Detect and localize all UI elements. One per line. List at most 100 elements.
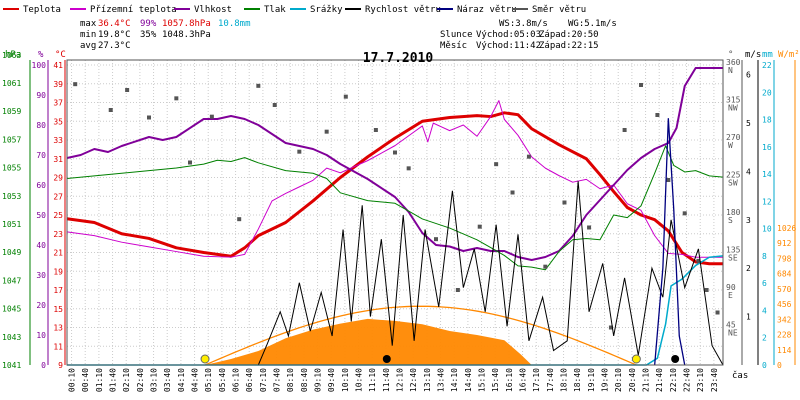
wind-direction-point bbox=[108, 108, 113, 112]
y-tick-wm2: 228 bbox=[777, 331, 792, 340]
series-teplota bbox=[66, 111, 723, 266]
y-tick-dir: 135 bbox=[726, 246, 741, 255]
x-tick-label: 19:10 bbox=[587, 368, 596, 392]
legend-naraz-vetru: Náraz větru bbox=[457, 5, 517, 15]
y-tick-mm: 16 bbox=[762, 143, 772, 152]
wind-direction-point bbox=[526, 154, 531, 159]
y-tick-pct: 70 bbox=[36, 151, 46, 160]
axis-unit-hpa: hPa bbox=[5, 50, 21, 60]
sunrise-time: Východ:05:03 bbox=[476, 30, 541, 40]
axis-unit-time: čas bbox=[732, 370, 748, 381]
y-tick-dir-name: SE bbox=[728, 254, 738, 263]
x-tick-label: 13:10 bbox=[423, 368, 432, 392]
y-tick-wm2: 1026 bbox=[777, 224, 796, 233]
solar-layer bbox=[204, 305, 637, 366]
wind-direction-point bbox=[393, 150, 397, 155]
series-srážky bbox=[67, 255, 724, 366]
y-tick-dir-name: NE bbox=[728, 329, 738, 338]
y-tick-ms: 5 bbox=[746, 119, 751, 128]
wind-direction-point bbox=[587, 225, 592, 230]
y-tick-mm: 0 bbox=[762, 361, 767, 370]
y-tick-dir: 225 bbox=[726, 171, 741, 180]
y-tick-dir-name: E bbox=[728, 291, 733, 300]
wind-direction-point bbox=[639, 83, 643, 87]
y-tick-ms: 6 bbox=[746, 71, 751, 80]
moonrise-time: Východ:11:42 bbox=[476, 41, 541, 51]
stats-max-temp: 36.4°C bbox=[98, 19, 131, 29]
axis-unit-deg: ° bbox=[728, 50, 733, 60]
x-tick-label: 21:40 bbox=[655, 368, 664, 392]
wind-direction-point bbox=[696, 258, 701, 263]
y-tick-mm: 18 bbox=[762, 116, 772, 125]
y-tick-degc: 13 bbox=[53, 324, 63, 333]
moon-marker bbox=[671, 355, 680, 363]
y-tick-pct: 80 bbox=[36, 121, 46, 130]
y-tick-hpa: 1049 bbox=[2, 248, 21, 257]
y-tick-degc: 15 bbox=[53, 305, 63, 314]
x-tick-label: 01:10 bbox=[95, 368, 104, 392]
legend: Teplota Přízemní teplota Vlhkost Tlak Sr… bbox=[3, 5, 586, 15]
x-tick-label: 23:40 bbox=[710, 368, 719, 392]
x-tick-label: 00:10 bbox=[68, 368, 77, 392]
wind-gust-info: WG:5.1m/s bbox=[568, 19, 617, 29]
y-tick-degc: 37 bbox=[53, 99, 63, 108]
plot-frame bbox=[66, 59, 724, 366]
y-tick-dir-name: S bbox=[728, 216, 733, 225]
x-tick-label: 14:10 bbox=[450, 368, 459, 392]
y-tick-mm: 2 bbox=[762, 334, 767, 343]
y-tick-hpa: 1043 bbox=[2, 333, 21, 342]
x-tick-label: 00:40 bbox=[81, 368, 90, 392]
y-tick-ms: 3 bbox=[746, 216, 751, 225]
stats-min-temp: 19.8°C bbox=[98, 30, 131, 40]
wind-direction-point bbox=[324, 129, 329, 134]
wind-direction-point bbox=[209, 114, 214, 119]
x-tick-label: 06:10 bbox=[232, 368, 241, 392]
y-tick-mm: 10 bbox=[762, 225, 772, 234]
stats-max-hum: 99% bbox=[140, 19, 157, 29]
y-tick-mm: 22 bbox=[762, 61, 772, 70]
wind-direction-point bbox=[455, 288, 460, 292]
wind-direction-point bbox=[256, 83, 261, 88]
y-tick-wm2: 114 bbox=[777, 346, 792, 355]
y-tick-wm2: 456 bbox=[777, 300, 792, 309]
stats-avg-label: avg bbox=[80, 41, 96, 51]
y-tick-pct: 30 bbox=[36, 271, 46, 280]
moon-label: Měsíc bbox=[440, 41, 467, 51]
wind-direction-point bbox=[434, 237, 438, 242]
y-tick-hpa: 1051 bbox=[2, 220, 21, 229]
axis-unit-wm2: W/m² bbox=[778, 50, 800, 60]
y-tick-pct: 0 bbox=[41, 361, 46, 370]
wind-direction-point bbox=[704, 288, 709, 292]
axes-layer: 00:10 00:40 01:10 01:40 02:10 02:40 03:10 03:40… bbox=[2, 51, 796, 392]
y-tick-dir: 180 bbox=[726, 208, 741, 217]
y-tick-degc: 41 bbox=[53, 61, 63, 70]
legend-tlak: Tlak bbox=[264, 5, 286, 15]
sunset-time: Západ:20:50 bbox=[539, 30, 599, 40]
x-tick-label: 05:10 bbox=[204, 368, 213, 392]
series-wind-gust bbox=[654, 118, 686, 366]
sun-marker bbox=[200, 354, 210, 364]
y-tick-degc: 17 bbox=[53, 286, 63, 295]
y-tick-pct: 100 bbox=[32, 61, 47, 70]
y-tick-pct: 60 bbox=[36, 181, 46, 190]
legend-prizemni-teplota: Přízemní teplota bbox=[90, 5, 177, 15]
wind-direction-point bbox=[343, 94, 348, 99]
y-tick-dir: 270 bbox=[726, 133, 741, 142]
x-tick-label: 11:40 bbox=[382, 368, 391, 392]
y-tick-degc: 25 bbox=[53, 211, 63, 220]
y-tick-hpa: 1059 bbox=[2, 107, 21, 116]
y-tick-ms: 4 bbox=[746, 167, 751, 176]
y-tick-degc: 9 bbox=[58, 361, 63, 370]
y-tick-degc: 11 bbox=[53, 342, 63, 351]
solar-irradiance-area bbox=[205, 318, 532, 365]
y-tick-pct: 90 bbox=[36, 91, 46, 100]
y-tick-mm: 12 bbox=[762, 197, 772, 206]
wind-direction-point bbox=[73, 82, 78, 87]
stats-avg-temp: 27.3°C bbox=[98, 41, 131, 51]
y-tick-wm2: 570 bbox=[777, 285, 792, 294]
y-tick-dir: 90 bbox=[726, 283, 736, 292]
wind-direction-point bbox=[373, 128, 378, 132]
wind-direction-point bbox=[477, 224, 482, 229]
y-tick-ms: 1 bbox=[746, 313, 751, 322]
stats-max-label: max bbox=[80, 19, 97, 29]
